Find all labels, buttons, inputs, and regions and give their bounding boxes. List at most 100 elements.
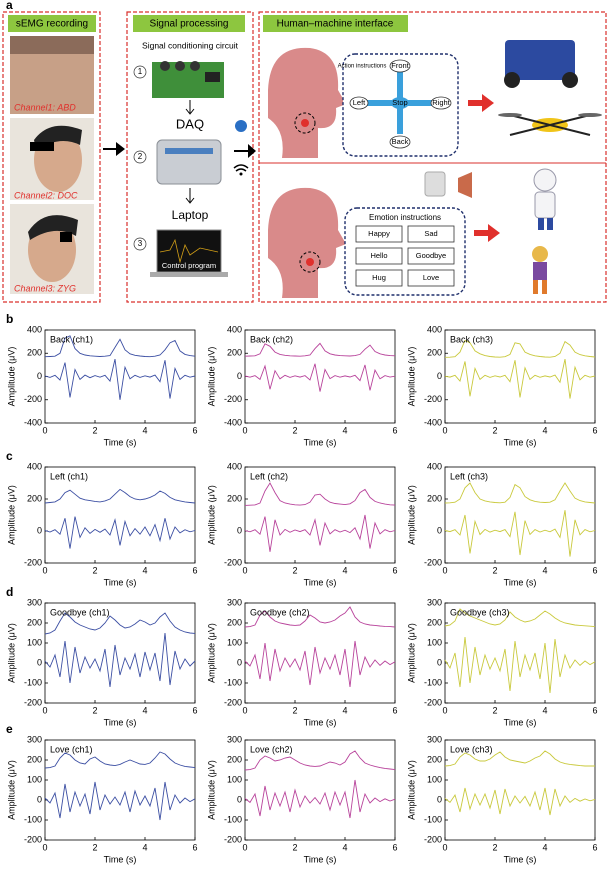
emotion-word: Happy bbox=[368, 229, 390, 238]
y-tick-label: -200 bbox=[24, 557, 42, 567]
y-tick-label: 200 bbox=[27, 493, 42, 503]
y-tick-label: 300 bbox=[427, 597, 442, 607]
emotion-word: Goodbye bbox=[416, 251, 446, 260]
x-tick-label: 4 bbox=[342, 425, 347, 435]
chart-title: Goodbye (ch3) bbox=[450, 607, 510, 617]
processing-box bbox=[126, 11, 254, 303]
x-tick-label: 4 bbox=[142, 842, 147, 852]
y-axis-label: Amplitude (μV) bbox=[206, 760, 216, 820]
plot-frame bbox=[444, 466, 596, 564]
direction: Back bbox=[392, 137, 409, 146]
y-tick-label: 200 bbox=[427, 754, 442, 764]
x-axis-label: Time (s) bbox=[104, 717, 137, 727]
y-tick-label: 0 bbox=[437, 794, 442, 804]
x-tick-label: 2 bbox=[492, 705, 497, 715]
x-tick-label: 6 bbox=[592, 565, 597, 575]
y-tick-label: 0 bbox=[437, 525, 442, 535]
y-tick-label: 100 bbox=[427, 637, 442, 647]
x-axis-label: Time (s) bbox=[304, 437, 337, 447]
plot-frame bbox=[244, 466, 396, 564]
y-tick-label: 200 bbox=[427, 617, 442, 627]
y-tick-label: 0 bbox=[437, 657, 442, 667]
photos bbox=[10, 36, 94, 294]
x-axis-label: Time (s) bbox=[504, 437, 537, 447]
y-tick-label: -200 bbox=[424, 697, 442, 707]
y-tick-label: 200 bbox=[27, 754, 42, 764]
y-tick-label: 100 bbox=[227, 637, 242, 647]
y-tick-label: 0 bbox=[37, 657, 42, 667]
direction-cross bbox=[349, 59, 452, 149]
x-tick-label: 2 bbox=[492, 842, 497, 852]
signal-line bbox=[444, 608, 596, 628]
header-bg bbox=[263, 15, 408, 32]
step-circle bbox=[133, 237, 147, 251]
y-tick-label: 400 bbox=[227, 324, 242, 334]
header-bg bbox=[8, 15, 96, 32]
signal-line bbox=[244, 363, 396, 392]
y-axis-label: Amplitude (μV) bbox=[6, 485, 16, 545]
x-tick-label: 0 bbox=[42, 425, 47, 435]
y-tick-label: 100 bbox=[227, 774, 242, 784]
x-axis-label: Time (s) bbox=[304, 854, 337, 864]
step-circle bbox=[133, 65, 147, 79]
y-tick-label: 0 bbox=[237, 371, 242, 381]
signal-line bbox=[44, 488, 196, 504]
x-tick-label: 0 bbox=[442, 425, 447, 435]
x-tick-label: 4 bbox=[542, 705, 547, 715]
signal-line bbox=[244, 750, 396, 771]
signal-line bbox=[44, 516, 196, 549]
circuit-board bbox=[152, 61, 224, 98]
y-tick-label: 200 bbox=[227, 617, 242, 627]
y-tick-label: 200 bbox=[27, 617, 42, 627]
interface-title: Human–machine interface bbox=[277, 19, 394, 30]
signal-line bbox=[444, 636, 596, 694]
x-tick-label: 2 bbox=[492, 425, 497, 435]
plot-frame bbox=[44, 602, 196, 704]
panel-label: d bbox=[6, 585, 13, 599]
y-tick-label: -200 bbox=[224, 557, 242, 567]
y-axis-label: Amplitude (μV) bbox=[406, 760, 416, 820]
signal-line bbox=[44, 751, 196, 769]
arrow bbox=[185, 188, 195, 204]
y-tick-label: -100 bbox=[424, 814, 442, 824]
y-tick-label: -400 bbox=[224, 417, 242, 427]
x-tick-label: 6 bbox=[592, 842, 597, 852]
y-tick-label: 200 bbox=[427, 493, 442, 503]
plot-frame bbox=[444, 739, 596, 841]
y-tick-label: 100 bbox=[27, 774, 42, 784]
y-tick-label: 0 bbox=[37, 794, 42, 804]
x-tick-label: 0 bbox=[42, 705, 47, 715]
chart-title: Left (ch3) bbox=[450, 471, 488, 481]
x-tick-label: 6 bbox=[392, 705, 397, 715]
x-axis-label: Time (s) bbox=[304, 577, 337, 587]
y-tick-label: 0 bbox=[437, 371, 442, 381]
processing-title: Signal processing bbox=[150, 19, 229, 30]
x-tick-label: 2 bbox=[92, 425, 97, 435]
x-tick-label: 0 bbox=[242, 425, 247, 435]
y-tick-label: 100 bbox=[27, 637, 42, 647]
y-axis-label: Amplitude (μV) bbox=[406, 347, 416, 407]
step-label: Laptop bbox=[172, 208, 209, 222]
panel-label: e bbox=[6, 722, 13, 736]
x-tick-label: 2 bbox=[292, 842, 297, 852]
y-tick-label: -200 bbox=[224, 697, 242, 707]
signal-line bbox=[244, 779, 396, 819]
y-tick-label: 400 bbox=[27, 461, 42, 471]
x-tick-label: 2 bbox=[92, 842, 97, 852]
y-tick-label: 300 bbox=[227, 597, 242, 607]
y-tick-label: -400 bbox=[24, 417, 42, 427]
emotion-word: Love bbox=[423, 273, 439, 282]
chart-title: Goodbye (ch1) bbox=[50, 607, 110, 617]
x-axis-label: Time (s) bbox=[304, 717, 337, 727]
signal-line bbox=[444, 787, 596, 816]
y-axis-label: Amplitude (μV) bbox=[406, 485, 416, 545]
signal-line bbox=[444, 750, 595, 767]
y-tick-label: 300 bbox=[27, 734, 42, 744]
y-tick-label: -100 bbox=[24, 677, 42, 687]
x-tick-label: 4 bbox=[342, 565, 347, 575]
y-tick-label: 200 bbox=[227, 493, 242, 503]
y-tick-label: 300 bbox=[27, 597, 42, 607]
signal-line bbox=[44, 612, 196, 635]
x-tick-label: 4 bbox=[342, 842, 347, 852]
